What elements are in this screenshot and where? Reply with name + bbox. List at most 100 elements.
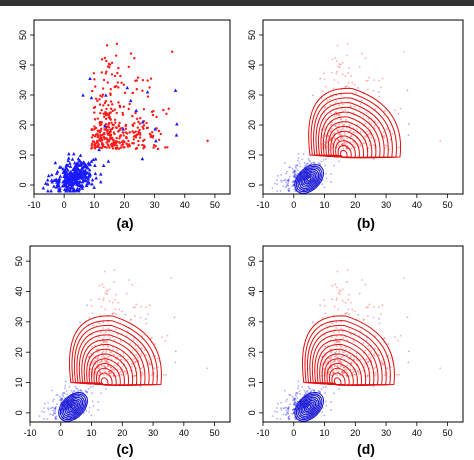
data-point-class-b: [339, 132, 341, 135]
data-point-class-b: [136, 356, 139, 359]
data-point-class-b: [336, 374, 338, 376]
data-point-class-b: [98, 98, 101, 101]
data-point-class-b: [349, 104, 352, 107]
data-point-class-b: [358, 108, 361, 110]
data-point-class-a: [276, 183, 278, 186]
data-point-class-b: [335, 60, 338, 62]
data-point-class-a: [74, 170, 78, 175]
data-point-class-b: [331, 121, 333, 124]
data-point-class-b: [342, 110, 345, 112]
data-point-class-a: [293, 416, 296, 419]
data-point-class-b: [142, 373, 144, 376]
data-point-class-b: [145, 354, 148, 356]
data-point-class-a: [296, 387, 299, 390]
data-point-class-b: [132, 138, 136, 141]
data-point-class-b: [340, 128, 342, 131]
data-point-class-b: [98, 361, 101, 364]
data-point-class-a: [292, 412, 295, 414]
data-point-class-b: [398, 373, 401, 376]
data-point-class-b: [150, 337, 153, 339]
data-point-class-b: [378, 306, 380, 309]
data-point-class-b: [336, 364, 339, 367]
data-point-class-b: [372, 144, 375, 146]
data-point-class-a: [328, 148, 331, 151]
data-point-class-a: [310, 389, 313, 392]
data-point-class-a: [57, 165, 62, 169]
data-point-class-b: [106, 374, 108, 377]
data-point-class-a: [287, 179, 290, 182]
data-point-class-a: [83, 174, 88, 178]
data-point-class-a: [53, 411, 55, 414]
data-point-class-b: [110, 368, 113, 371]
data-point-class-b: [102, 354, 105, 357]
data-point-class-a: [97, 408, 100, 411]
data-point-class-b: [90, 128, 93, 132]
data-point-class-b: [110, 366, 112, 369]
data-point-class-b: [115, 375, 118, 378]
data-point-class-b: [372, 89, 375, 92]
data-point-class-b: [129, 369, 132, 372]
data-point-class-a: [357, 313, 360, 316]
data-point-class-b: [333, 360, 336, 363]
data-point-class-b: [336, 356, 338, 359]
data-point-class-b: [367, 133, 370, 136]
data-point-class-a: [289, 394, 292, 396]
x-tick-label: 50: [443, 200, 453, 210]
y-tick-label: 10: [247, 150, 257, 160]
data-point-class-a: [292, 181, 294, 183]
data-point-class-a: [293, 401, 296, 404]
data-point-class-b: [345, 147, 348, 150]
data-point-class-b: [115, 111, 118, 115]
data-point-class-b: [380, 86, 382, 89]
data-point-class-b: [345, 121, 347, 124]
data-point-class-b: [109, 100, 113, 103]
contour-class-a: [294, 164, 324, 194]
data-point-class-b: [102, 299, 105, 302]
data-point-class-b: [101, 283, 104, 286]
data-point-class-a: [291, 181, 294, 183]
data-point-class-b: [382, 131, 385, 134]
data-point-class-a: [63, 387, 66, 390]
x-tick-label: 50: [210, 428, 220, 438]
data-point-class-b: [206, 139, 209, 143]
data-point-class-b: [365, 112, 368, 114]
data-point-class-a: [277, 174, 279, 177]
data-point-class-a: [79, 389, 82, 391]
data-point-class-b: [350, 362, 353, 365]
data-point-class-b: [321, 142, 324, 145]
data-point-class-b: [358, 292, 361, 295]
data-point-class-b: [117, 361, 120, 364]
data-point-class-a: [303, 394, 306, 396]
data-point-class-b: [141, 347, 144, 350]
data-point-class-b: [366, 375, 368, 378]
data-point-class-b: [341, 142, 344, 145]
data-point-class-b: [106, 125, 109, 128]
data-point-class-a: [174, 133, 179, 137]
data-point-class-b: [347, 72, 350, 74]
data-point-class-b: [91, 140, 95, 143]
data-point-class-a: [63, 175, 68, 180]
data-point-class-b: [123, 370, 126, 373]
data-point-class-b: [123, 146, 126, 149]
data-point-class-a: [68, 171, 72, 175]
data-point-class-b: [381, 363, 384, 366]
data-point-class-b: [374, 138, 377, 141]
data-point-class-b: [345, 374, 348, 377]
data-point-class-b: [106, 345, 109, 347]
data-point-class-b: [93, 111, 96, 114]
data-point-class-b: [105, 141, 108, 144]
data-point-class-b: [384, 144, 387, 147]
data-point-class-b: [117, 124, 121, 128]
y-tick-label: 20: [14, 347, 24, 357]
data-point-class-a: [317, 389, 320, 392]
y-tick-label: 20: [247, 120, 257, 130]
data-point-class-b: [111, 126, 115, 130]
data-point-class-b: [117, 301, 120, 304]
data-point-class-b: [108, 364, 110, 367]
data-point-class-b: [145, 306, 147, 309]
data-point-class-b: [141, 143, 144, 147]
data-point-class-a: [61, 393, 64, 396]
data-point-class-a: [271, 187, 274, 190]
data-point-class-a: [293, 401, 296, 404]
data-point-class-b: [337, 308, 340, 311]
